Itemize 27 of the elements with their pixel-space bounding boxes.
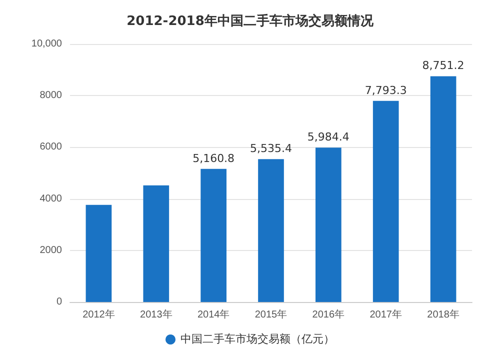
x-tick-label: 2012年	[82, 308, 115, 320]
data-label: 5,535.4	[250, 142, 292, 156]
y-tick-label: 2000	[40, 244, 62, 256]
data-label: 5,984.4	[307, 130, 350, 144]
x-tick-label: 2017年	[370, 308, 402, 320]
data-label: 8,751.2	[422, 59, 464, 72]
bar	[430, 76, 456, 302]
bar	[86, 204, 112, 302]
y-tick-label: 10,000	[31, 38, 62, 50]
legend-label: 中国二手车市场交易额（亿元）	[180, 332, 334, 346]
x-tick-label: 2018年	[427, 308, 460, 320]
bar	[372, 100, 399, 302]
bar	[316, 148, 342, 302]
data-label: 5,160.8	[192, 152, 235, 165]
x-tick-label: 2014年	[197, 308, 230, 320]
y-tick-label: 4000	[40, 193, 62, 204]
y-tick-label: 8000	[40, 90, 62, 102]
bar	[258, 159, 284, 302]
data-label: 7,793.3	[364, 84, 407, 97]
x-tick-label: 2015年	[254, 308, 288, 320]
x-tick-label: 2016年	[312, 308, 345, 320]
bar	[143, 185, 170, 302]
y-tick-label: 6000	[40, 142, 62, 153]
chart-title: 2012-2018年中国二手车市场交易额情况	[126, 13, 374, 29]
x-tick-label: 2013年	[140, 308, 172, 320]
bar	[200, 168, 226, 302]
y-tick-label: 0	[56, 296, 62, 308]
